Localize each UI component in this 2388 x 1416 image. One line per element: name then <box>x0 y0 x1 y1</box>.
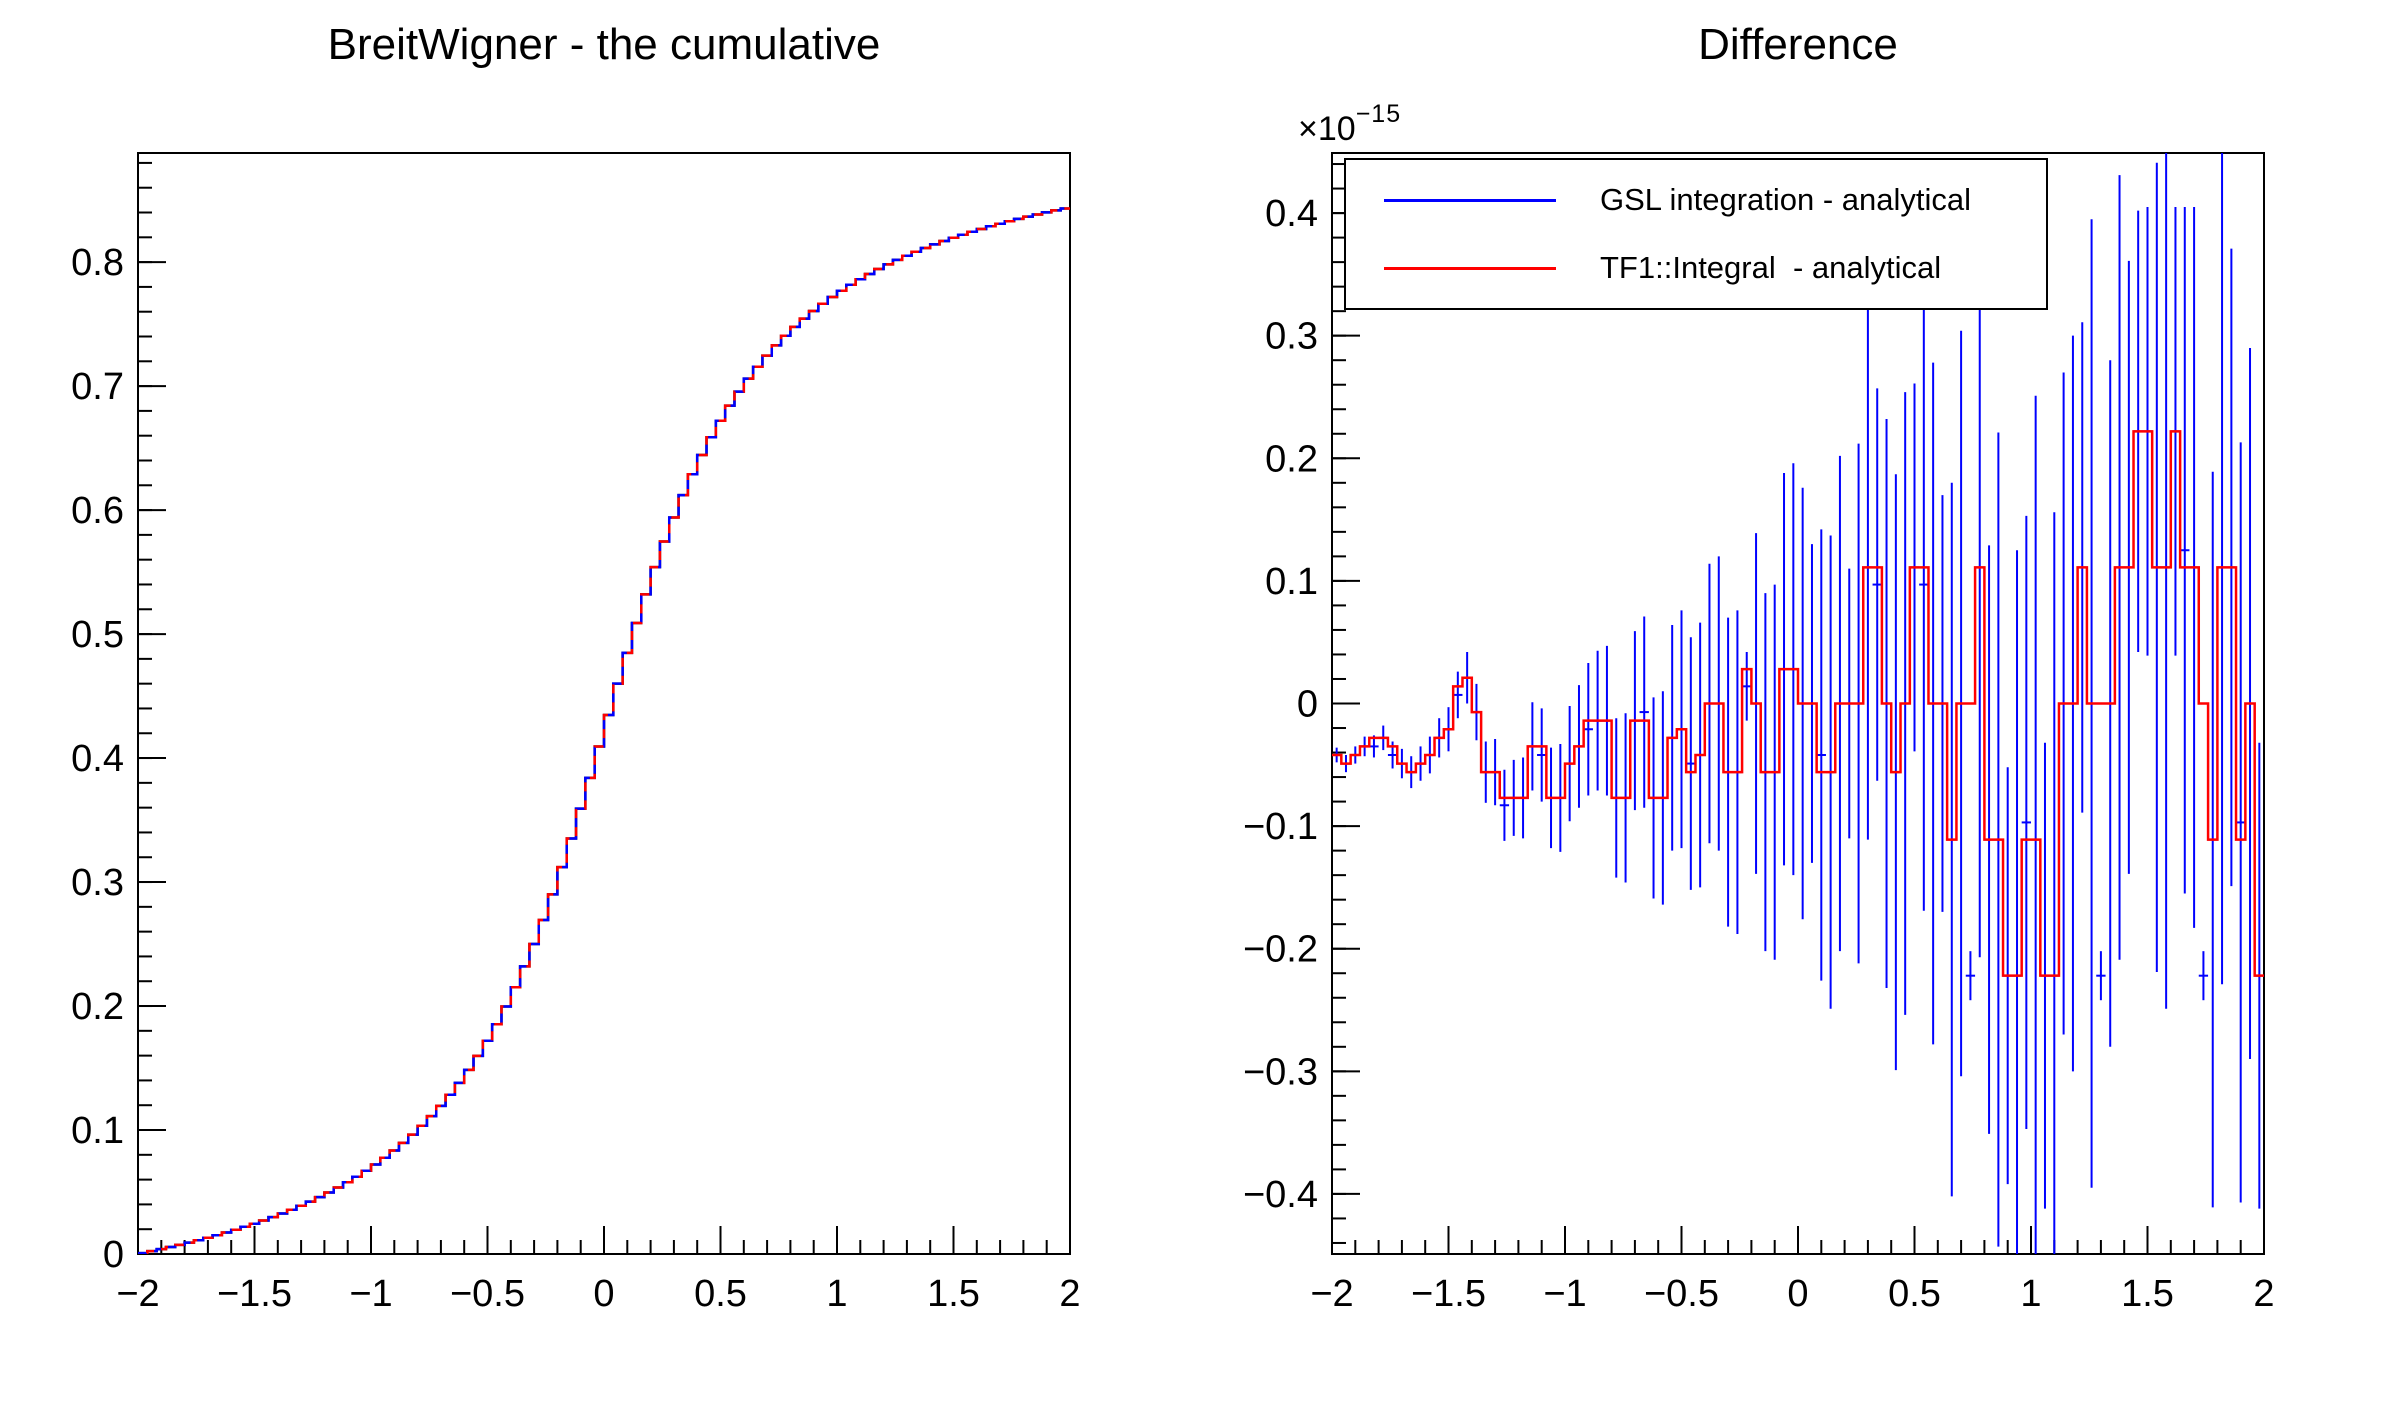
cumulative-curve-1 <box>138 207 1070 1254</box>
left-data <box>138 207 1070 1254</box>
power-exponent: −15 <box>1355 100 1402 128</box>
svg-text:0.5: 0.5 <box>694 1273 747 1315</box>
svg-text:0.3: 0.3 <box>1265 316 1318 358</box>
svg-text:0.2: 0.2 <box>1265 438 1318 480</box>
right-axes: −2 −1.5 −1 −0.5 0 0.5 1 1.5 2 −0.4 −0.3 −0.2 −0.1 0 0.… <box>1243 152 2275 1315</box>
legend-box: GSL integration - analytical TF1::Integr… <box>1344 158 2048 310</box>
right-pad-title: Difference <box>1698 20 1898 69</box>
right-data <box>1332 153 2264 1254</box>
svg-text:1: 1 <box>826 1273 847 1315</box>
svg-text:0.6: 0.6 <box>71 490 124 532</box>
svg-text:0.4: 0.4 <box>1265 193 1318 235</box>
svg-text:1: 1 <box>2020 1273 2041 1315</box>
svg-text:0.3: 0.3 <box>71 862 124 904</box>
svg-text:2: 2 <box>2253 1273 2274 1315</box>
svg-text:0.1: 0.1 <box>71 1110 124 1152</box>
svg-text:−1: −1 <box>1543 1273 1586 1315</box>
gsl-line-swatch <box>1384 198 1556 202</box>
left-axes: −2 −1.5 −1 −0.5 0 0.5 1 1.5 2 0 0.1 0.2 0.3 0.4 0.5 0.6… <box>71 152 1081 1315</box>
svg-text:−0.3: −0.3 <box>1243 1051 1318 1093</box>
left-pad-title: BreitWigner - the cumulative <box>327 20 881 69</box>
svg-text:0.1: 0.1 <box>1265 561 1318 603</box>
legend-label-tf1: TF1::Integral - analytical <box>1600 250 1942 285</box>
tf1-line-swatch <box>1384 266 1556 270</box>
svg-text:−0.5: −0.5 <box>450 1273 525 1315</box>
svg-text:0.5: 0.5 <box>1888 1273 1941 1315</box>
svg-text:0.4: 0.4 <box>71 738 124 780</box>
legend-label-gsl: GSL integration - analytical <box>1600 182 1972 217</box>
svg-text:0: 0 <box>1297 684 1318 726</box>
svg-text:−1: −1 <box>349 1273 392 1315</box>
cumulative-curve-2 <box>138 207 1070 1254</box>
svg-text:0: 0 <box>103 1234 124 1276</box>
svg-text:0: 0 <box>1787 1273 1808 1315</box>
svg-text:−0.1: −0.1 <box>1243 806 1318 848</box>
power-prefix: ×10 <box>1298 110 1356 148</box>
svg-text:−1.5: −1.5 <box>1411 1273 1486 1315</box>
y-axis-power-label: ×10−15 <box>1298 100 1401 149</box>
legend-entry-gsl: GSL integration - analytical <box>1346 166 2046 234</box>
svg-text:0.5: 0.5 <box>71 614 124 656</box>
svg-text:1.5: 1.5 <box>927 1273 980 1315</box>
svg-text:0.2: 0.2 <box>71 986 124 1028</box>
tf1-difference-steps <box>1332 430 2264 977</box>
svg-text:−2: −2 <box>1310 1273 1353 1315</box>
svg-text:0.8: 0.8 <box>71 242 124 284</box>
svg-text:0.7: 0.7 <box>71 366 124 408</box>
svg-text:0: 0 <box>593 1273 614 1315</box>
svg-text:−0.2: −0.2 <box>1243 929 1318 971</box>
svg-text:−0.5: −0.5 <box>1644 1273 1719 1315</box>
svg-text:−0.4: −0.4 <box>1243 1174 1318 1216</box>
legend-entry-tf1: TF1::Integral - analytical <box>1346 234 2046 302</box>
svg-text:−2: −2 <box>116 1273 159 1315</box>
svg-text:−1.5: −1.5 <box>217 1273 292 1315</box>
svg-text:1.5: 1.5 <box>2121 1273 2174 1315</box>
svg-text:2: 2 <box>1059 1273 1080 1315</box>
